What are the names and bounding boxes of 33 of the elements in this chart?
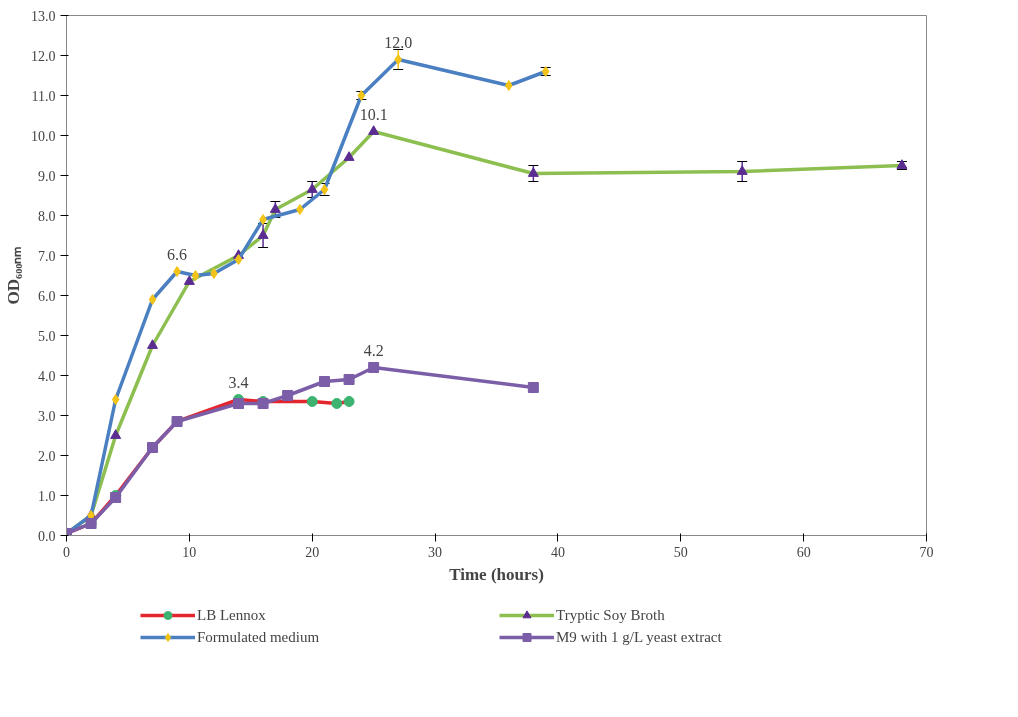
y-tick-label: 11.0 (31, 88, 56, 104)
x-tick-label: 30 (428, 544, 443, 560)
y-tick-label: 1.0 (38, 488, 56, 504)
y-tick-label: 4.0 (38, 368, 56, 384)
annotation: 10.1 (359, 105, 388, 123)
y-tick-label: 7.0 (38, 248, 56, 264)
y-tick-label: 12.0 (31, 48, 56, 64)
x-tick-label: 60 (796, 544, 811, 560)
y-tick-label: 5.0 (38, 328, 56, 344)
y-axis-title: OD₆₀₀ₙₘ (4, 246, 23, 305)
y-tick-label: 3.0 (38, 408, 56, 424)
y-tick-label: 6.0 (38, 288, 56, 304)
y-tick-label: 8.0 (38, 208, 56, 224)
annotation: 6.6 (167, 245, 188, 263)
x-tick-label: 0 (63, 544, 70, 560)
y-tick-label: 9.0 (38, 168, 56, 184)
y-tick-label: 13.0 (31, 8, 56, 24)
annotation: 3.4 (228, 373, 249, 391)
legend-label: M9 with 1 g/L yeast extract (556, 628, 723, 646)
legend-label: LB Lennox (197, 606, 267, 624)
y-tick-label: 2.0 (38, 448, 56, 464)
x-tick-label: 70 (919, 544, 934, 560)
y-tick-label: 10.0 (31, 128, 56, 144)
legend-label: Tryptic Soy Broth (556, 606, 666, 624)
x-tick-label: 40 (550, 544, 565, 560)
legend-label: Formulated medium (197, 628, 321, 646)
y-tick-label: 0.0 (38, 528, 56, 544)
annotation: 4.2 (363, 341, 384, 359)
x-axis-title: Time (hours) (449, 564, 544, 584)
x-tick-label: 20 (305, 544, 320, 560)
x-tick-label: 50 (673, 544, 688, 560)
x-tick-label: 10 (182, 544, 197, 560)
annotation: 12.0 (384, 33, 413, 51)
